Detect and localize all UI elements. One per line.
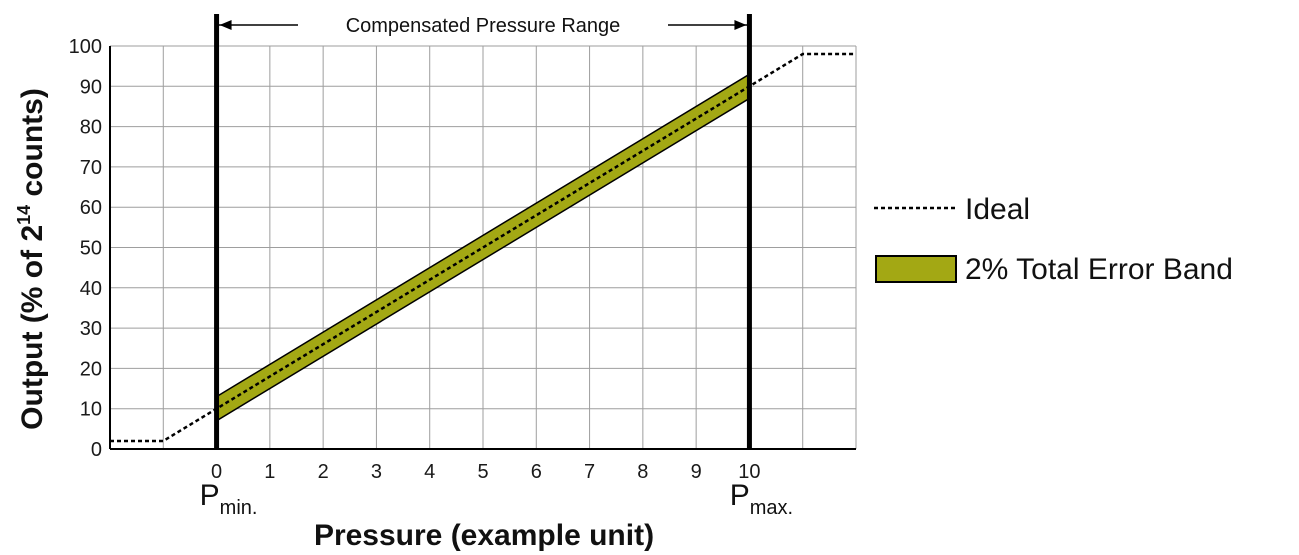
x-axis-title: Pressure (example unit) (314, 519, 654, 552)
y-tick-labels: 0 10 20 30 40 50 60 70 80 90 100 (69, 36, 102, 461)
y-tick-label: 0 (91, 439, 102, 461)
x-tick-label: 5 (477, 461, 488, 483)
x-tick-label: 8 (637, 461, 648, 483)
range-marker-label: Pmax. (730, 479, 793, 519)
y-axis-title-superscript: 14 (14, 205, 34, 225)
x-tick-label: 6 (531, 461, 542, 483)
y-axis-title-main: Output (% of 2 (16, 225, 49, 430)
axes (109, 46, 856, 450)
range-marker-label-main: P (200, 479, 220, 512)
x-tick-label: 1 (264, 461, 275, 483)
range-markers: Pmin. Pmax. (200, 14, 793, 519)
y-tick-label: 10 (80, 399, 102, 421)
x-tick-labels: 0 1 2 3 4 5 6 7 8 9 10 (211, 461, 761, 483)
x-tick-label: 3 (371, 461, 382, 483)
x-tick-label: 4 (424, 461, 435, 483)
x-tick-label: 0 (211, 461, 222, 483)
x-tick-label: 2 (318, 461, 329, 483)
y-tick-label: 30 (80, 318, 102, 340)
span-arrow-left (219, 20, 232, 30)
y-tick-label: 20 (80, 358, 102, 380)
legend-band-swatch (875, 255, 957, 283)
x-tick-label: 7 (584, 461, 595, 483)
range-marker-label: Pmin. (200, 479, 258, 519)
range-marker-label-main: P (730, 479, 750, 512)
span-label: Compensated Pressure Range (346, 15, 621, 37)
y-tick-label: 50 (80, 238, 102, 260)
y-tick-label: 40 (80, 278, 102, 300)
range-marker-label-sub: max. (750, 497, 793, 519)
y-tick-label: 80 (80, 117, 102, 139)
y-tick-label: 100 (69, 36, 102, 58)
x-tick-label: 10 (738, 461, 760, 483)
legend: Ideal 2% Total Error Band (874, 193, 1233, 286)
range-marker-label-sub: min. (220, 497, 258, 519)
y-axis-title: Output (% of 214 counts) (14, 88, 49, 430)
x-tick-label: 9 (691, 461, 702, 483)
y-tick-label: 70 (80, 157, 102, 179)
y-tick-label: 90 (80, 76, 102, 98)
compensated-range-annotation: Compensated Pressure Range (218, 15, 748, 37)
legend-band-label: 2% Total Error Band (965, 253, 1233, 286)
span-arrow-right (734, 20, 747, 30)
legend-ideal-label: Ideal (965, 193, 1030, 226)
ideal-series-line (110, 52, 856, 443)
y-tick-label: 60 (80, 197, 102, 219)
y-axis-title-rest: counts) (16, 88, 49, 205)
ideal-line (110, 52, 856, 443)
